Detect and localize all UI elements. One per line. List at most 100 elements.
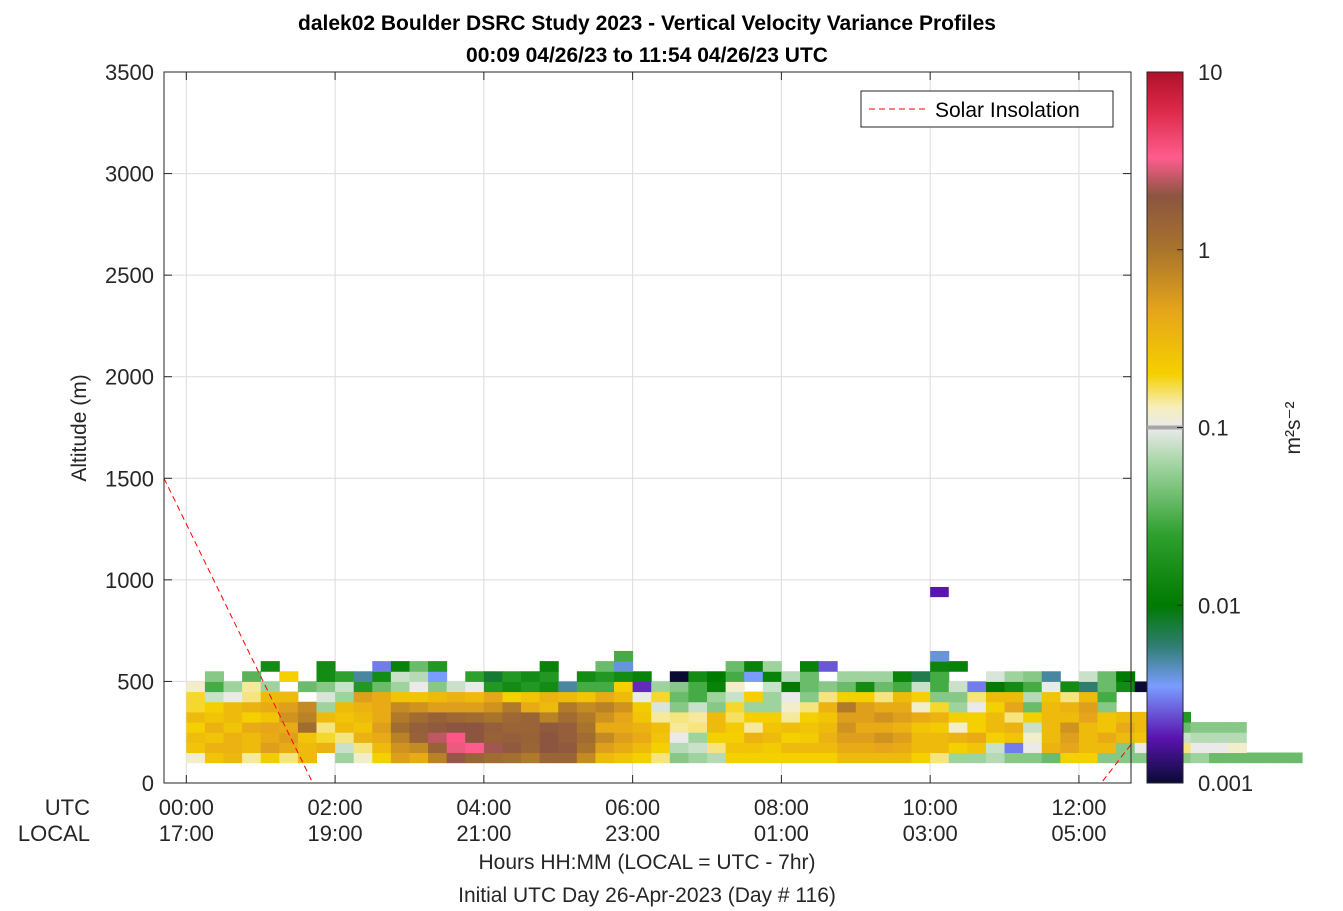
heatmap-cell — [725, 722, 745, 733]
heatmap-cell — [428, 671, 448, 682]
heatmap-cell — [521, 732, 541, 743]
heatmap-cell — [595, 701, 615, 713]
heatmap-cell — [260, 711, 280, 723]
heatmap-cell — [316, 742, 336, 754]
heatmap-cell — [186, 722, 206, 733]
y-tick-label: 3500 — [105, 60, 154, 85]
heatmap-cell — [799, 701, 820, 713]
heatmap-cell — [558, 742, 578, 754]
heatmap-cell — [1078, 691, 1099, 703]
heatmap-cell — [688, 681, 708, 693]
heatmap-cell — [744, 691, 764, 703]
footer-label: Initial UTC Day 26-Apr-2023 (Day # 116) — [458, 884, 836, 907]
heatmap-cell — [502, 732, 522, 743]
heatmap-cell — [651, 681, 671, 693]
heatmap-cell — [725, 711, 745, 723]
heatmap-cell — [465, 711, 485, 723]
heatmap-cell — [1023, 691, 1043, 703]
heatmap-cell — [260, 722, 280, 733]
heatmap-cell — [855, 701, 875, 713]
heatmap-cell — [1134, 732, 1154, 743]
heatmap-cell — [614, 732, 634, 743]
heatmap-cell — [818, 691, 838, 703]
heatmap-cell — [930, 661, 950, 672]
heatmap-cell — [428, 701, 448, 713]
heatmap-cell — [837, 671, 857, 682]
heatmap-cell — [372, 732, 392, 743]
heatmap-cell — [651, 691, 671, 703]
heatmap-cell — [483, 671, 503, 682]
heatmap-cell — [930, 691, 950, 703]
grid-lines — [164, 71, 1131, 784]
heatmap-cell — [521, 671, 541, 682]
heatmap-cell — [446, 691, 466, 703]
heatmap-cell — [1004, 742, 1024, 754]
heatmap-cell — [967, 691, 987, 703]
heatmap-cell — [744, 671, 764, 682]
heatmap-cell — [1060, 701, 1080, 713]
heatmap-cell — [502, 752, 522, 764]
heatmap-cell — [483, 752, 503, 764]
heatmap-cell — [837, 711, 857, 723]
heatmap-cell — [279, 711, 299, 723]
heatmap-cell — [1060, 711, 1080, 723]
heatmap-cell — [465, 681, 485, 693]
heatmap-cell — [1060, 722, 1080, 733]
heatmap-cell — [911, 722, 931, 733]
heatmap-cell — [725, 661, 745, 672]
heatmap-cell — [948, 722, 968, 733]
heatmap-cell — [762, 681, 782, 693]
heatmap-cell — [632, 681, 652, 693]
heatmap-cell — [409, 752, 429, 764]
heatmap-cell — [1227, 752, 1247, 764]
heatmap-cell — [390, 701, 410, 713]
heatmap-cell — [595, 691, 615, 703]
heatmap-cell — [855, 742, 875, 754]
heatmap-cell — [353, 752, 373, 764]
heatmap-cell — [428, 752, 448, 764]
heatmap-cell — [372, 722, 392, 733]
heatmap-cell — [874, 671, 894, 682]
heatmap-cell — [781, 691, 801, 703]
heatmap-cell — [651, 742, 671, 754]
heatmap-cell — [930, 671, 950, 682]
x-tick-label-local: 17:00 — [159, 821, 214, 846]
heatmap-cell — [539, 711, 559, 723]
heatmap-cell — [1060, 752, 1080, 764]
heatmap-cell — [390, 722, 410, 733]
heatmap-cell — [260, 701, 280, 713]
x-tick-label-utc: 08:00 — [754, 795, 809, 820]
heatmap-cell — [799, 671, 820, 682]
heatmap-cell — [948, 742, 968, 754]
heatmap-cell — [837, 691, 857, 703]
heatmap-cell — [428, 661, 448, 672]
heatmap-cell — [967, 732, 987, 743]
heatmap-cell — [1004, 701, 1024, 713]
heatmap-cell — [316, 732, 336, 743]
heatmap-cell — [446, 722, 466, 733]
y-tick-label: 1000 — [105, 568, 154, 593]
colorbar-tick-label: 0.1 — [1198, 416, 1229, 441]
colorbar-tick-label: 0.01 — [1198, 593, 1241, 618]
heatmap-cell — [707, 701, 727, 713]
heatmap-cell — [353, 671, 373, 682]
heatmap-cell — [595, 752, 615, 764]
heatmap-cell — [1116, 742, 1136, 754]
heatmap-cell — [223, 722, 243, 733]
heatmap-cell — [632, 722, 652, 733]
heatmap-cell — [688, 711, 708, 723]
heatmap-cell — [428, 681, 448, 693]
heatmap-cell — [874, 742, 894, 754]
heatmap-cell — [223, 701, 243, 713]
x-tick-label-local: 21:00 — [456, 821, 511, 846]
heatmap-cell — [595, 671, 615, 682]
heatmap-cell — [985, 701, 1006, 713]
heatmap-cell — [576, 681, 596, 693]
heatmap-cell — [985, 732, 1006, 743]
heatmap-cell — [744, 732, 764, 743]
heatmap-cell — [985, 691, 1006, 703]
heatmap-cell — [409, 681, 429, 693]
heatmap-cell — [558, 722, 578, 733]
heatmap-cell — [707, 752, 727, 764]
heatmap-cell — [595, 732, 615, 743]
